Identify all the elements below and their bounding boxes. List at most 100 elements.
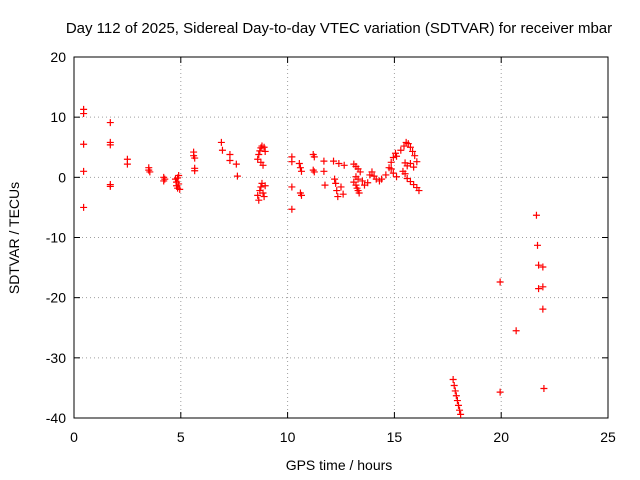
data-point	[333, 187, 341, 195]
data-point	[413, 158, 421, 166]
data-point	[397, 146, 405, 154]
data-point	[539, 305, 547, 313]
data-point	[450, 382, 458, 390]
data-point	[451, 387, 459, 395]
data-point	[453, 397, 461, 405]
data-point	[218, 146, 226, 154]
data-point	[534, 241, 542, 249]
data-point	[410, 181, 418, 189]
data-point	[261, 182, 269, 190]
y-tick-label: 10	[50, 109, 66, 125]
data-point	[409, 147, 417, 155]
data-point	[355, 189, 363, 197]
data-point	[288, 183, 296, 191]
data-point	[449, 375, 457, 383]
data-point	[454, 401, 462, 409]
data-point	[403, 175, 411, 183]
data-point	[288, 158, 296, 166]
data-point	[259, 189, 267, 197]
data-point	[217, 138, 225, 146]
data-point	[123, 160, 131, 168]
data-point	[456, 406, 464, 414]
data-point	[146, 168, 154, 176]
x-tick-label: 25	[600, 429, 616, 445]
data-point	[339, 190, 347, 198]
data-point	[368, 168, 376, 176]
data-point	[255, 196, 263, 204]
data-point	[175, 172, 183, 180]
data-point	[382, 171, 390, 179]
data-point	[406, 159, 414, 167]
x-tick-label: 15	[387, 429, 403, 445]
data-point	[378, 175, 386, 183]
data-point	[160, 177, 168, 185]
data-point	[406, 143, 414, 151]
data-point	[310, 168, 318, 176]
data-point	[257, 183, 265, 191]
data-point	[260, 193, 268, 201]
data-point	[296, 164, 304, 172]
y-axis-ticks: 20 10 0 -10 -20 -30 -40	[46, 49, 608, 426]
data-point	[334, 193, 342, 201]
data-point	[80, 110, 88, 118]
y-tick-label: 20	[50, 49, 66, 65]
data-point	[254, 191, 262, 199]
x-tick-label: 5	[177, 429, 185, 445]
data-point	[401, 170, 409, 178]
data-point	[332, 179, 340, 187]
y-tick-label: -30	[46, 350, 66, 366]
data-point	[400, 142, 408, 150]
data-point	[393, 173, 401, 181]
data-point	[356, 168, 364, 176]
chart-title: Day 112 of 2025, Sidereal Day-to-day VTE…	[66, 20, 612, 37]
data-point	[415, 187, 423, 195]
data-point	[106, 141, 114, 149]
data-point	[364, 179, 372, 187]
data-point	[354, 175, 362, 183]
data-point	[331, 175, 339, 183]
x-tick-label: 20	[493, 429, 509, 445]
x-tick-label: 0	[70, 429, 78, 445]
data-point	[532, 211, 540, 219]
data-point	[404, 140, 412, 148]
data-point	[337, 183, 345, 191]
data-point	[226, 156, 234, 164]
data-point	[256, 147, 264, 155]
y-tick-label: -10	[46, 230, 66, 246]
data-point	[310, 153, 318, 161]
x-axis-ticks: 0 5 10 15 20 25	[70, 57, 616, 445]
data-point	[309, 166, 317, 174]
data-point	[321, 181, 329, 189]
data-point	[391, 149, 399, 157]
data-point	[330, 157, 338, 165]
data-point	[411, 152, 419, 160]
grid-lines	[74, 57, 608, 418]
data-point	[387, 165, 395, 173]
y-tick-label: -40	[46, 410, 66, 426]
data-point	[358, 177, 366, 185]
data-point	[80, 140, 88, 148]
y-tick-label: 0	[58, 169, 66, 185]
data-point	[259, 161, 267, 169]
data-point	[260, 143, 268, 151]
data-point	[191, 154, 199, 162]
data-point	[254, 155, 262, 163]
data-point	[389, 169, 397, 177]
data-point	[387, 158, 395, 166]
data-point	[80, 203, 88, 211]
data-point	[80, 167, 88, 175]
data-point	[410, 163, 418, 171]
data-point	[540, 385, 548, 393]
data-point	[539, 283, 547, 291]
data-point	[335, 159, 343, 167]
data-point	[232, 160, 240, 168]
data-point	[535, 285, 543, 293]
data-point	[352, 181, 360, 189]
data-point	[255, 150, 263, 158]
data-point	[175, 180, 183, 188]
data-point	[340, 161, 348, 169]
x-tick-label: 10	[280, 429, 296, 445]
data-point	[191, 167, 199, 175]
data-point	[161, 175, 169, 183]
